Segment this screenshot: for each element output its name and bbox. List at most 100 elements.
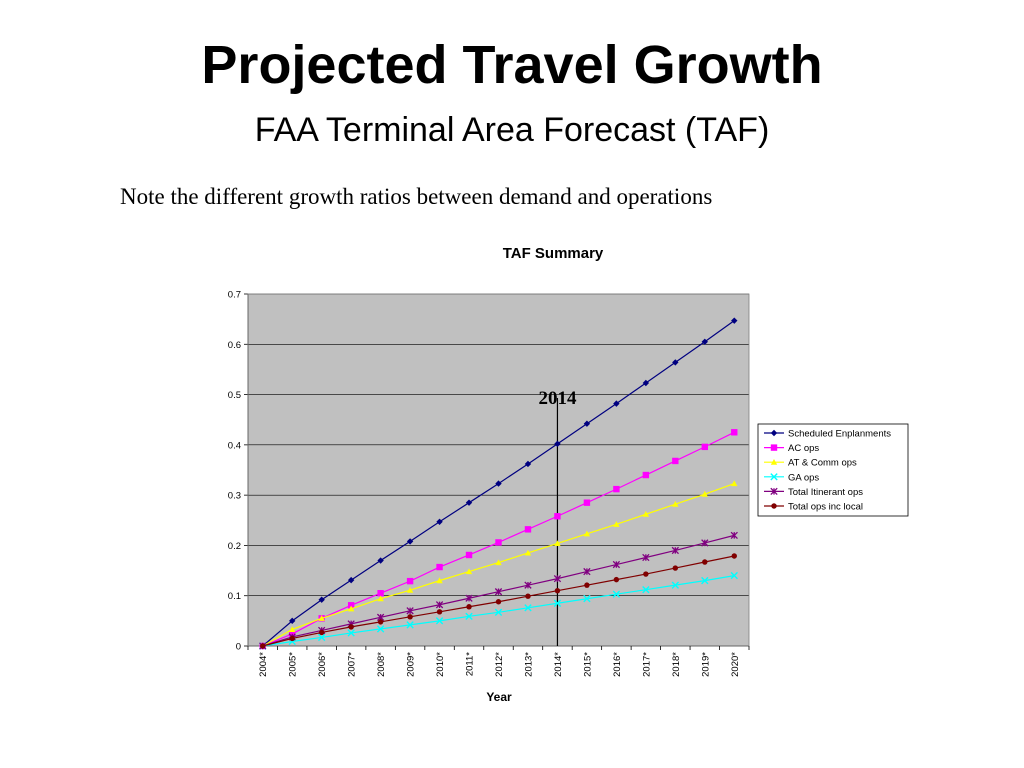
y-tick-label: 0.1 [228, 591, 241, 602]
data-point [495, 599, 502, 605]
data-point [730, 531, 738, 540]
data-point [642, 379, 650, 387]
legend-entry: Total Itinerant ops [764, 487, 863, 498]
series-scheduled-enplanments [259, 317, 738, 650]
data-point [465, 551, 473, 559]
data-point [289, 617, 296, 625]
legend-marker [770, 487, 778, 496]
legend-label: Total ops inc local [788, 502, 863, 513]
data-point [348, 624, 354, 630]
legend: Scheduled Enplanments AC ops AT & Comm ops… [757, 423, 909, 517]
data-point [642, 585, 650, 594]
data-point [495, 539, 502, 546]
y-tick-label: 0.7 [228, 290, 241, 301]
data-point [583, 420, 591, 427]
legend-label: AT & Comm ops [788, 458, 857, 469]
data-point [347, 629, 355, 637]
data-point [642, 553, 650, 562]
data-point [465, 594, 473, 602]
y-tick-label: 0 [236, 642, 241, 653]
data-point [494, 608, 503, 617]
y-tick-label: 0.2 [228, 541, 241, 552]
y-tick-label: 0.3 [228, 491, 241, 502]
legend-marker [770, 473, 778, 481]
data-point [672, 500, 679, 507]
data-point [495, 480, 502, 487]
x-tick-label: 2018* [671, 652, 682, 677]
plot-area: 0 0.1 0.2 0.3 0.4 0.5 0.6 0.7 2004* 2005* 2006* 200… [228, 290, 750, 677]
data-point [347, 576, 355, 584]
data-point [347, 605, 355, 612]
slide-title: Projected Travel Growth [201, 35, 823, 95]
x-tick-label: 2010* [435, 652, 446, 677]
data-point [554, 540, 561, 546]
y-tick-label: 0.6 [228, 340, 241, 351]
data-point [583, 567, 591, 576]
chart-title: TAF Summary [503, 245, 604, 262]
data-point [377, 590, 384, 597]
data-point [347, 602, 355, 609]
x-tick-label: 2015* [582, 652, 593, 677]
data-point [317, 633, 326, 642]
x-tick-label: 2006* [317, 652, 328, 677]
data-point [377, 619, 384, 625]
data-point [524, 526, 532, 533]
data-point [553, 599, 562, 607]
data-point [289, 635, 295, 642]
data-point [436, 577, 443, 584]
slide-subtitle: FAA Terminal Area Forecast (TAF) [254, 111, 770, 149]
legend-label: AC ops [788, 443, 819, 454]
data-point [524, 604, 532, 612]
legend-marker [770, 429, 778, 437]
data-point [612, 590, 621, 598]
x-tick-label: 2016* [612, 652, 623, 677]
data-point [672, 565, 679, 571]
data-point [613, 521, 620, 527]
data-point [671, 581, 680, 589]
x-tick-label: 2005* [288, 652, 299, 677]
data-point [436, 518, 443, 525]
legend-marker [770, 459, 778, 465]
data-point [525, 593, 531, 599]
data-point [701, 490, 708, 497]
x-tick-label: 2012* [494, 652, 505, 677]
data-point [524, 460, 532, 468]
plot-border [247, 293, 750, 647]
legend-label: Scheduled Enplanments [788, 429, 891, 440]
data-point [672, 457, 679, 465]
data-point [554, 440, 561, 448]
data-point [495, 559, 502, 566]
data-point [318, 629, 325, 636]
y-tick-label: 0.5 [228, 390, 241, 401]
data-point [406, 586, 414, 593]
data-point [260, 643, 266, 649]
data-point [318, 596, 325, 603]
x-tick-label: 2011* [465, 652, 476, 676]
data-point [435, 617, 444, 625]
data-point [583, 530, 591, 537]
data-point [377, 557, 384, 564]
data-point [377, 595, 384, 602]
data-point [406, 538, 414, 545]
data-point [553, 574, 562, 583]
legend-entry: AC ops [764, 443, 819, 454]
data-point [583, 595, 591, 603]
data-point [406, 621, 414, 629]
reference-line-label: 2014 [538, 388, 577, 409]
data-point [730, 571, 738, 580]
slide-note: Note the different growth ratios between… [120, 184, 713, 209]
plot-background [248, 294, 749, 646]
data-point [524, 549, 532, 556]
legend-marker [771, 503, 777, 509]
data-point [465, 499, 473, 506]
x-tick-label: 2014* [553, 652, 564, 677]
data-point [671, 546, 679, 555]
data-point [554, 513, 561, 520]
data-point [583, 499, 591, 506]
data-point [642, 471, 650, 479]
data-point [318, 615, 325, 621]
x-tick-label: 2020* [730, 652, 741, 677]
x-axis-label: Year [486, 690, 512, 704]
legend-entry: AT & Comm ops [764, 458, 857, 469]
x-tick-label: 2008* [376, 652, 387, 677]
